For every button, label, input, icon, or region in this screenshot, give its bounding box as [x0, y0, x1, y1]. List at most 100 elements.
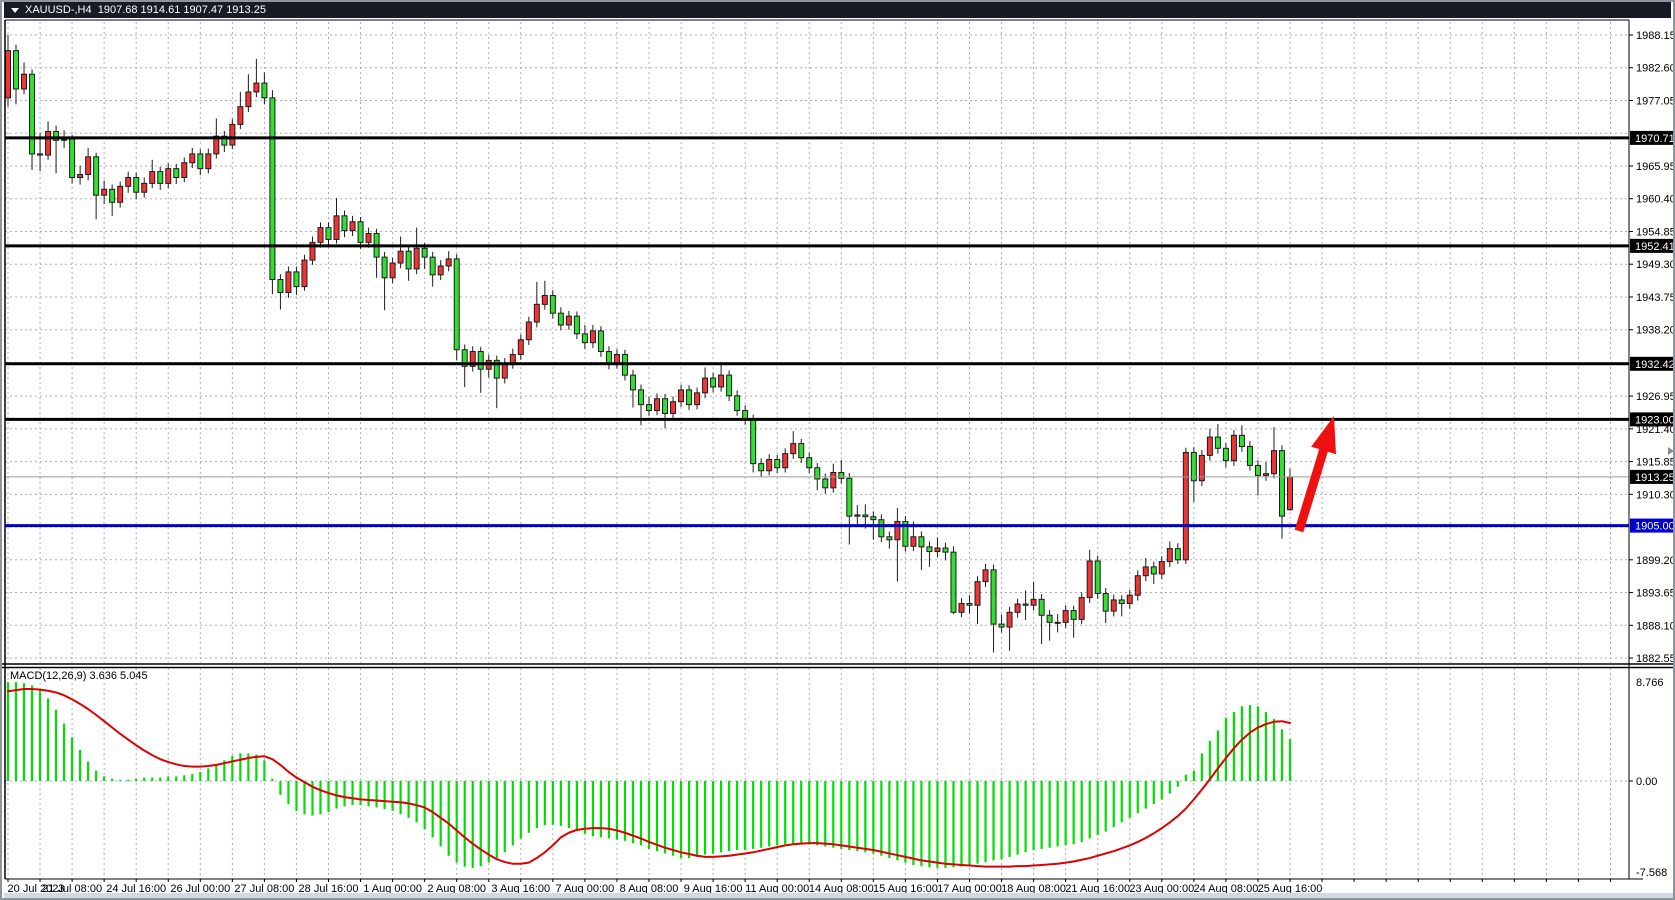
- bull-candle: [333, 215, 340, 240]
- bull-candle: [894, 520, 901, 541]
- bull-candle: [517, 339, 524, 355]
- time-axis-label: 9 Aug 16:00: [684, 883, 743, 895]
- main-plot-area[interactable]: [5, 20, 1629, 663]
- bear-candle: [637, 389, 644, 406]
- bear-candle: [277, 279, 284, 294]
- bear-candle: [549, 294, 556, 314]
- bull-candle: [1158, 561, 1165, 575]
- bear-candle: [133, 176, 140, 193]
- price-axis-label: 1882.55: [1636, 653, 1675, 665]
- bull-candle: [654, 398, 661, 412]
- bull-candle: [790, 443, 797, 455]
- bear-candle: [629, 374, 636, 391]
- bull-candle: [702, 377, 709, 394]
- macd-axis-top: 8.766: [1636, 677, 1664, 689]
- symbol-dropdown-icon[interactable]: [11, 8, 19, 13]
- bear-candle: [429, 256, 436, 276]
- bull-candle: [5, 50, 11, 99]
- price-badge-label: 1923.00: [1635, 414, 1675, 426]
- bull-candle: [245, 91, 252, 108]
- bear-candle: [758, 463, 765, 472]
- bear-candle: [453, 258, 460, 351]
- chart-title: XAUUSD-,H4 1907.68 1914.61 1907.47 1913.…: [25, 4, 266, 16]
- bull-candle: [397, 250, 404, 264]
- bear-candle: [886, 536, 893, 541]
- bull-candle: [766, 459, 773, 472]
- bear-candle: [942, 547, 949, 553]
- bull-candle: [301, 259, 308, 288]
- bull-candle: [117, 185, 124, 203]
- bull-candle: [317, 227, 324, 243]
- bear-candle: [13, 50, 20, 90]
- bull-candle: [229, 123, 236, 146]
- price-badge-label: 1905.00: [1635, 521, 1675, 533]
- time-axis-label: 15 Aug 16:00: [873, 883, 938, 895]
- bear-candle: [814, 467, 821, 480]
- bull-candle: [678, 389, 685, 403]
- bull-candle: [1230, 434, 1237, 462]
- bear-candle: [573, 315, 580, 335]
- bull-candle: [365, 233, 372, 243]
- bear-candle: [822, 478, 829, 489]
- bear-candle: [173, 168, 180, 178]
- bear-candle: [646, 404, 652, 412]
- bull-candle: [982, 569, 989, 583]
- bull-candle: [910, 536, 917, 547]
- bear-candle: [357, 221, 364, 243]
- bear-candle: [902, 520, 909, 547]
- bull-candle: [1078, 597, 1085, 620]
- bull-candle: [1126, 594, 1133, 604]
- bear-candle: [557, 312, 564, 326]
- bull-candle: [501, 362, 508, 379]
- price-badge-1905.00: [1630, 518, 1673, 533]
- bull-candle: [165, 168, 172, 184]
- bull-candle: [1086, 560, 1093, 599]
- bear-candle: [710, 377, 717, 388]
- bear-candle: [157, 171, 164, 184]
- time-axis-label: 11 Aug 00:00: [745, 883, 809, 895]
- bear-candle: [1094, 560, 1101, 594]
- bear-candle: [966, 602, 973, 606]
- bear-candle: [109, 188, 116, 203]
- bull-candle: [349, 221, 356, 232]
- bull-candle: [533, 303, 540, 323]
- time-axis-label: 21 Aug 16:00: [1065, 883, 1130, 895]
- bear-candle: [1190, 451, 1197, 482]
- bear-candle: [1238, 434, 1245, 448]
- macd-axis-bottom: -7.568: [1636, 867, 1667, 879]
- bull-candle: [525, 321, 532, 341]
- bear-candle: [221, 135, 228, 146]
- time-axis-label: 28 Jul 16:00: [299, 883, 359, 895]
- axis-scroll-marker[interactable]: [1668, 447, 1674, 455]
- bear-candle: [1278, 450, 1285, 517]
- bull-candle: [854, 514, 861, 517]
- bear-candle: [381, 256, 388, 279]
- bull-candle: [285, 271, 292, 294]
- price-axis-label: 1888.10: [1636, 620, 1675, 632]
- bull-candle: [1110, 599, 1117, 612]
- bull-candle: [1014, 603, 1021, 613]
- bull-candle: [437, 265, 444, 276]
- bear-candle: [1102, 592, 1109, 612]
- bull-candle: [237, 106, 244, 125]
- chart-title-bar[interactable]: XAUUSD-,H4 1907.68 1914.61 1907.47 1913.…: [4, 2, 1671, 18]
- price-badge-label: 1913.25: [1635, 472, 1675, 484]
- bear-candle: [878, 519, 885, 538]
- bull-candle: [85, 156, 92, 176]
- trend-arrow-annotation[interactable]: [1294, 416, 1336, 533]
- bear-candle: [1118, 599, 1125, 604]
- bull-candle: [309, 241, 316, 261]
- bull-candle: [1054, 621, 1061, 624]
- bear-candle: [806, 457, 813, 469]
- bull-candle: [21, 73, 28, 90]
- bull-candle: [1030, 598, 1037, 606]
- bear-candle: [261, 82, 268, 99]
- bull-candle: [509, 353, 516, 364]
- price-axis-label: 1943.75: [1636, 292, 1675, 304]
- bear-candle: [1150, 566, 1157, 575]
- bear-candle: [341, 215, 348, 232]
- bull-candle: [613, 353, 620, 364]
- bull-candle: [125, 176, 132, 187]
- price-axis-label: 1921.40: [1636, 424, 1675, 436]
